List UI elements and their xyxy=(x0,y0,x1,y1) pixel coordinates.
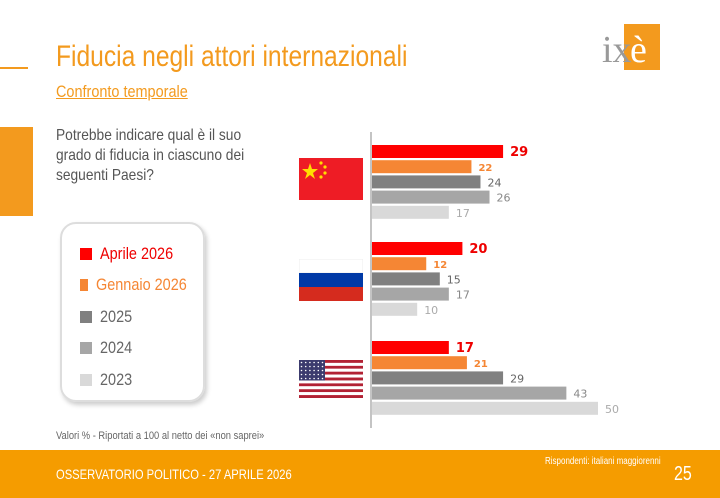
data-label: 29 xyxy=(510,372,524,385)
legend-label: 2023 xyxy=(100,369,133,389)
svg-text:ix: ix xyxy=(602,29,632,71)
legend: Aprile 2026 Gennaio 2026 2025 2024 2023 xyxy=(60,222,205,402)
bar xyxy=(372,190,490,204)
data-label: 24 xyxy=(487,176,501,189)
legend-item: Aprile 2026 xyxy=(80,238,203,270)
data-label: 15 xyxy=(447,273,461,286)
legend-swatch xyxy=(80,373,92,386)
page-number: 25 xyxy=(674,463,692,485)
svg-text:è: è xyxy=(630,29,647,71)
data-label: 29 xyxy=(510,145,528,160)
data-label: 43 xyxy=(573,388,587,401)
china-flag-icon xyxy=(299,158,363,200)
legend-item: Gennaio 2026 xyxy=(80,270,203,302)
bar xyxy=(372,371,504,385)
footer: OSSERVATORIO POLITICO - 27 APRILE 2026 R… xyxy=(0,450,720,498)
legend-label: 2025 xyxy=(100,306,133,326)
bar xyxy=(372,205,449,219)
legend-swatch xyxy=(80,247,92,260)
bar xyxy=(372,160,472,174)
legend-item: 2023 xyxy=(80,364,203,396)
footnote: Valori % - Riportati a 100 al netto dei … xyxy=(56,430,265,442)
bar xyxy=(372,257,427,271)
legend-swatch xyxy=(80,279,89,292)
legend-item: 2025 xyxy=(80,301,203,333)
data-label: 50 xyxy=(605,403,619,416)
usa-flag-icon xyxy=(299,360,363,398)
bar xyxy=(372,341,449,354)
ixe-logo: ix è xyxy=(602,24,660,71)
question-text: Potrebbe indicare qual è il suo grado di… xyxy=(56,127,245,184)
data-label: 10 xyxy=(424,304,438,317)
legend-label: 2024 xyxy=(100,338,133,358)
legend-item: 2024 xyxy=(80,333,203,365)
bar xyxy=(372,302,418,316)
data-label: 17 xyxy=(456,289,470,302)
data-label: 26 xyxy=(497,192,511,205)
data-label: 21 xyxy=(474,359,488,370)
data-label: 17 xyxy=(456,207,470,220)
bar xyxy=(372,175,481,189)
data-label: 22 xyxy=(478,163,492,174)
russia-flag-icon xyxy=(299,259,363,301)
respondents-note: Rispondenti: italiani maggiorenni xyxy=(545,456,661,467)
legend-swatch xyxy=(80,342,92,355)
data-label: 20 xyxy=(469,242,487,257)
page-subtitle: Confronto temporale xyxy=(56,82,188,101)
bar xyxy=(372,386,567,400)
bar xyxy=(372,145,504,158)
accent-line xyxy=(0,67,28,69)
accent-block xyxy=(0,127,33,216)
footer-label: OSSERVATORIO POLITICO - 27 APRILE 2026 xyxy=(56,466,292,482)
data-label: 12 xyxy=(433,260,447,271)
page-title: Fiducia negli attori internazionali xyxy=(56,40,408,73)
data-label: 17 xyxy=(456,341,474,356)
legend-label: Gennaio 2026 xyxy=(96,275,187,295)
bar xyxy=(372,242,463,255)
legend-label: Aprile 2026 xyxy=(100,243,174,263)
bar xyxy=(372,272,440,286)
bar xyxy=(372,287,449,301)
legend-swatch xyxy=(80,310,92,323)
bar xyxy=(372,401,598,415)
bar xyxy=(372,356,467,370)
